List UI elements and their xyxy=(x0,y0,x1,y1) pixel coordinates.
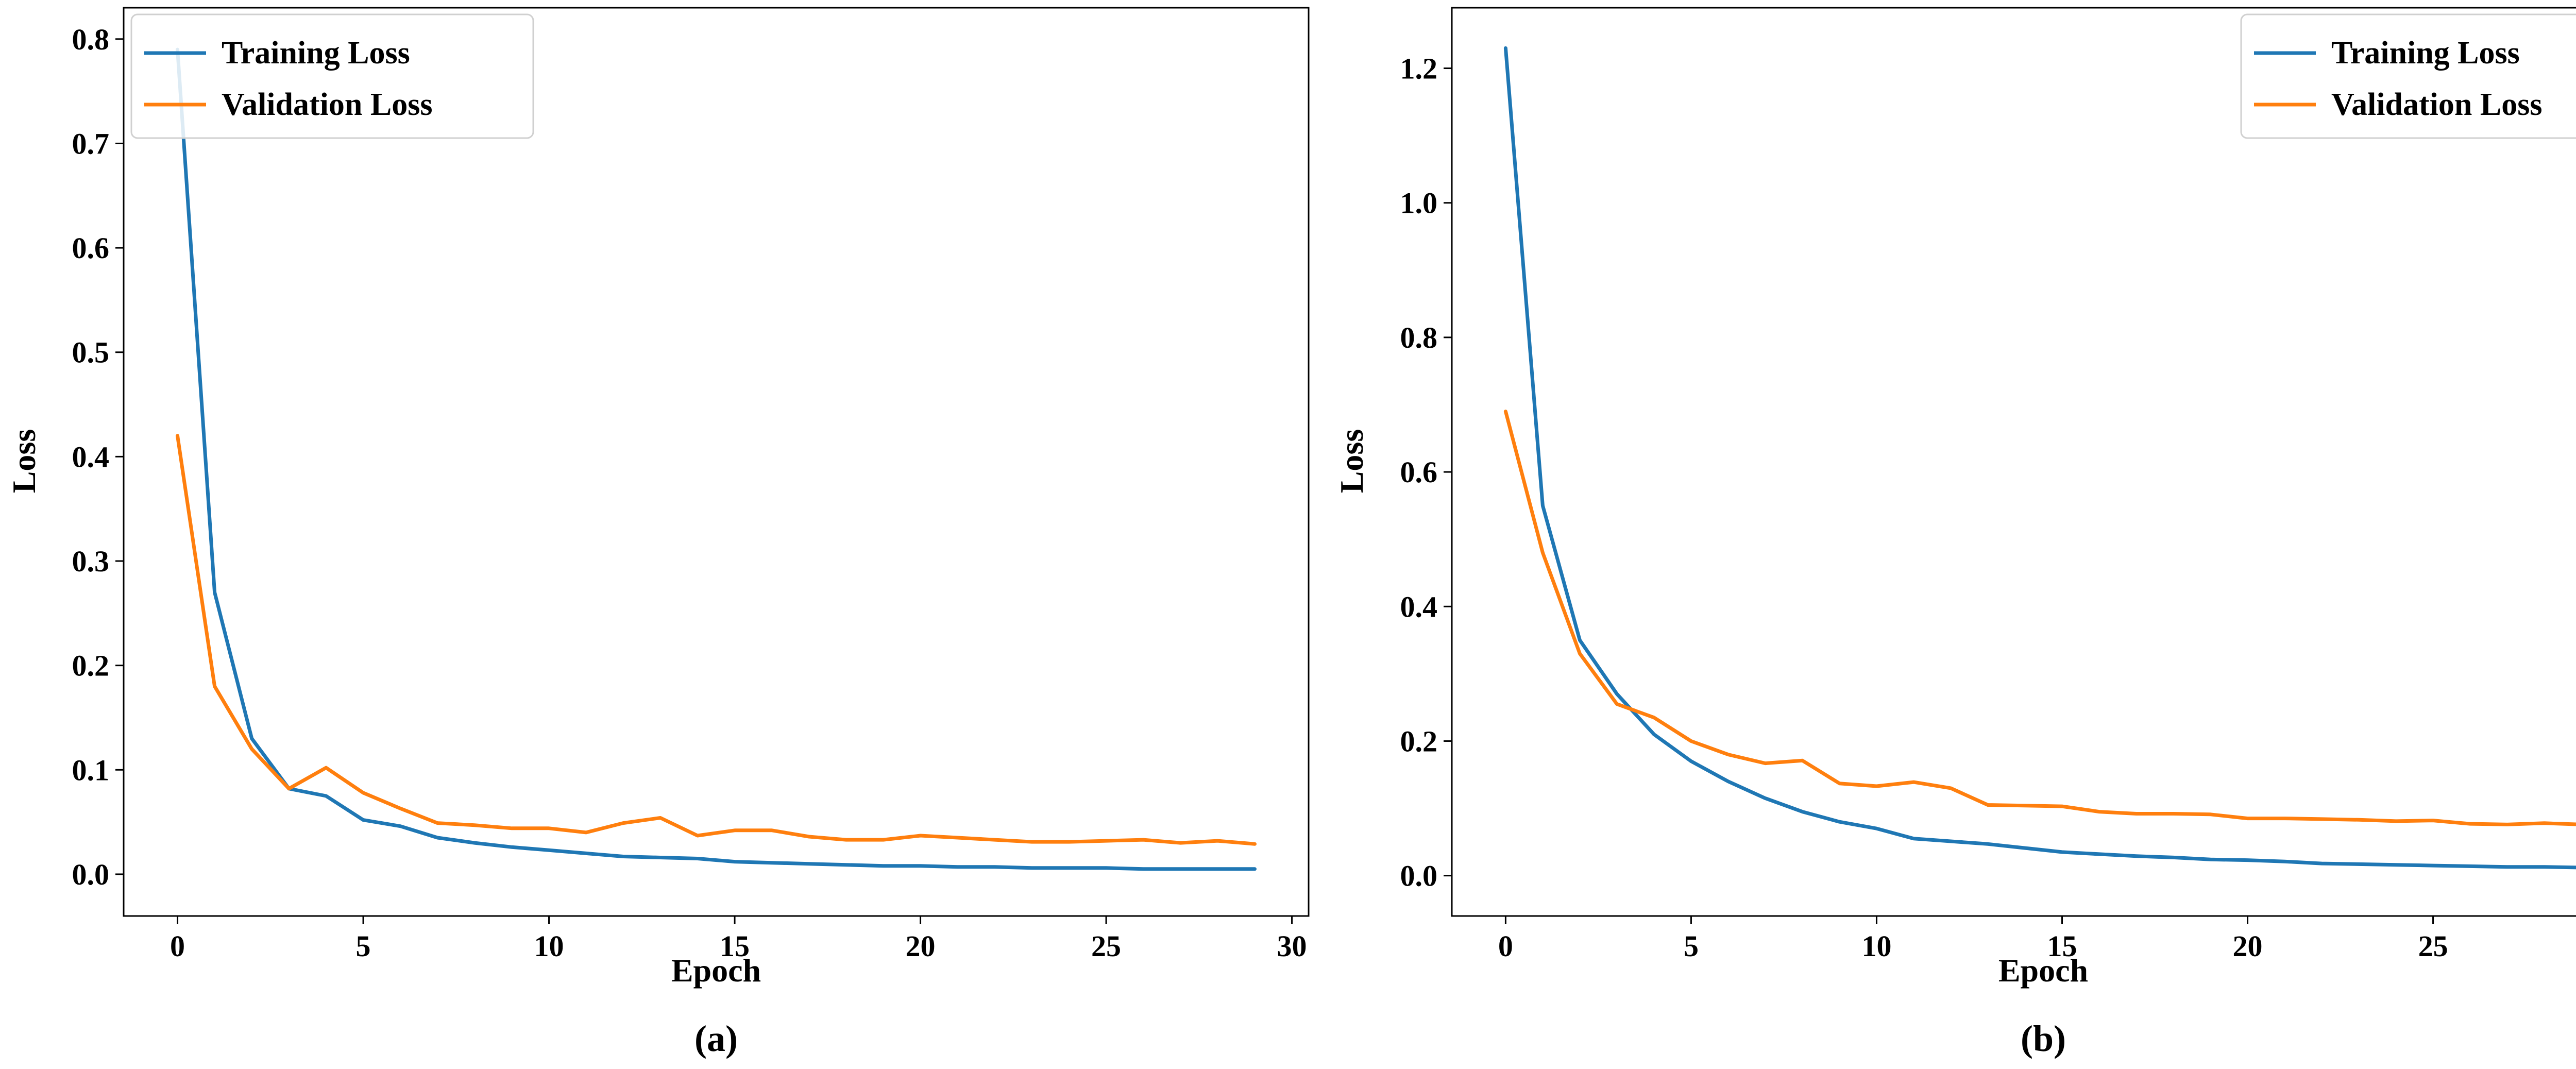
x-tick-label: 5 xyxy=(356,929,371,963)
series-line-training xyxy=(1503,46,2576,870)
y-tick-label: 0.0 xyxy=(72,858,110,891)
x-tick-label: 15 xyxy=(720,929,750,963)
y-tick-label: 0.4 xyxy=(72,440,110,473)
x-tick-label: 20 xyxy=(2233,929,2263,963)
y-tick-label: 0.8 xyxy=(1400,321,1438,354)
y-tick-label: 0.3 xyxy=(72,545,110,578)
x-tick-label: 0 xyxy=(170,929,185,963)
y-tick-label: 0.6 xyxy=(1400,455,1438,489)
y-tick-label: 1.2 xyxy=(1400,52,1438,86)
y-tick-label: 0.8 xyxy=(72,23,110,56)
y-tick-label: 0.5 xyxy=(72,336,110,369)
y-tick-label: 0.7 xyxy=(72,127,110,160)
series-line-validation xyxy=(1503,410,2576,826)
x-axis-label: Epoch xyxy=(671,952,761,989)
legend-box xyxy=(130,13,534,139)
x-tick-label: 20 xyxy=(906,929,936,963)
y-tick-label: 0.6 xyxy=(72,231,110,265)
panel-caption: (a) xyxy=(694,1018,738,1059)
y-tick-label: 0.1 xyxy=(72,753,110,787)
x-tick-label: 5 xyxy=(1684,929,1699,963)
series-line-validation xyxy=(176,434,1257,846)
x-tick-label: 10 xyxy=(534,929,564,963)
y-axis-label: Loss xyxy=(6,429,42,494)
x-axis-label: Epoch xyxy=(1998,952,2088,989)
legend: Training Loss Validation Loss xyxy=(130,13,534,139)
x-tick-label: 25 xyxy=(2418,929,2448,963)
y-axis-label: Loss xyxy=(1333,429,1370,494)
x-tick-label: 0 xyxy=(1498,929,1513,963)
x-tick-label: 15 xyxy=(2047,929,2077,963)
legend: Training Loss Validation Loss xyxy=(2240,13,2576,139)
x-tick-label: 10 xyxy=(1861,929,1891,963)
legend-label: Validation Loss xyxy=(2331,87,2542,122)
y-tick-label: 0.2 xyxy=(1400,724,1438,758)
series-line-training xyxy=(176,47,1257,871)
y-tick-label: 1.0 xyxy=(1400,186,1438,220)
x-tick-label: 25 xyxy=(1091,929,1121,963)
legend-label: Training Loss xyxy=(222,36,410,71)
legend-box xyxy=(2240,13,2576,139)
chart-panel-a: Loss Epoch (a) 0 5 10 15 20 25 30 0.0 0.1 0.2 0.3 0… xyxy=(6,7,1310,1059)
y-tick-label: 0.0 xyxy=(1400,859,1438,893)
chart-panel-b: Loss Epoch (b) 0510152025300.00.20.40.60… xyxy=(1333,7,2576,1059)
plot-frame xyxy=(1451,7,2576,917)
plot-frame xyxy=(123,7,1310,917)
x-tick-label: 30 xyxy=(1277,929,1307,963)
panel-caption: (b) xyxy=(2021,1018,2066,1059)
legend-label: Validation Loss xyxy=(222,87,432,122)
y-tick-label: 0.2 xyxy=(72,649,110,683)
y-tick-label: 0.4 xyxy=(1400,590,1438,623)
legend-label: Training Loss xyxy=(2331,36,2520,71)
